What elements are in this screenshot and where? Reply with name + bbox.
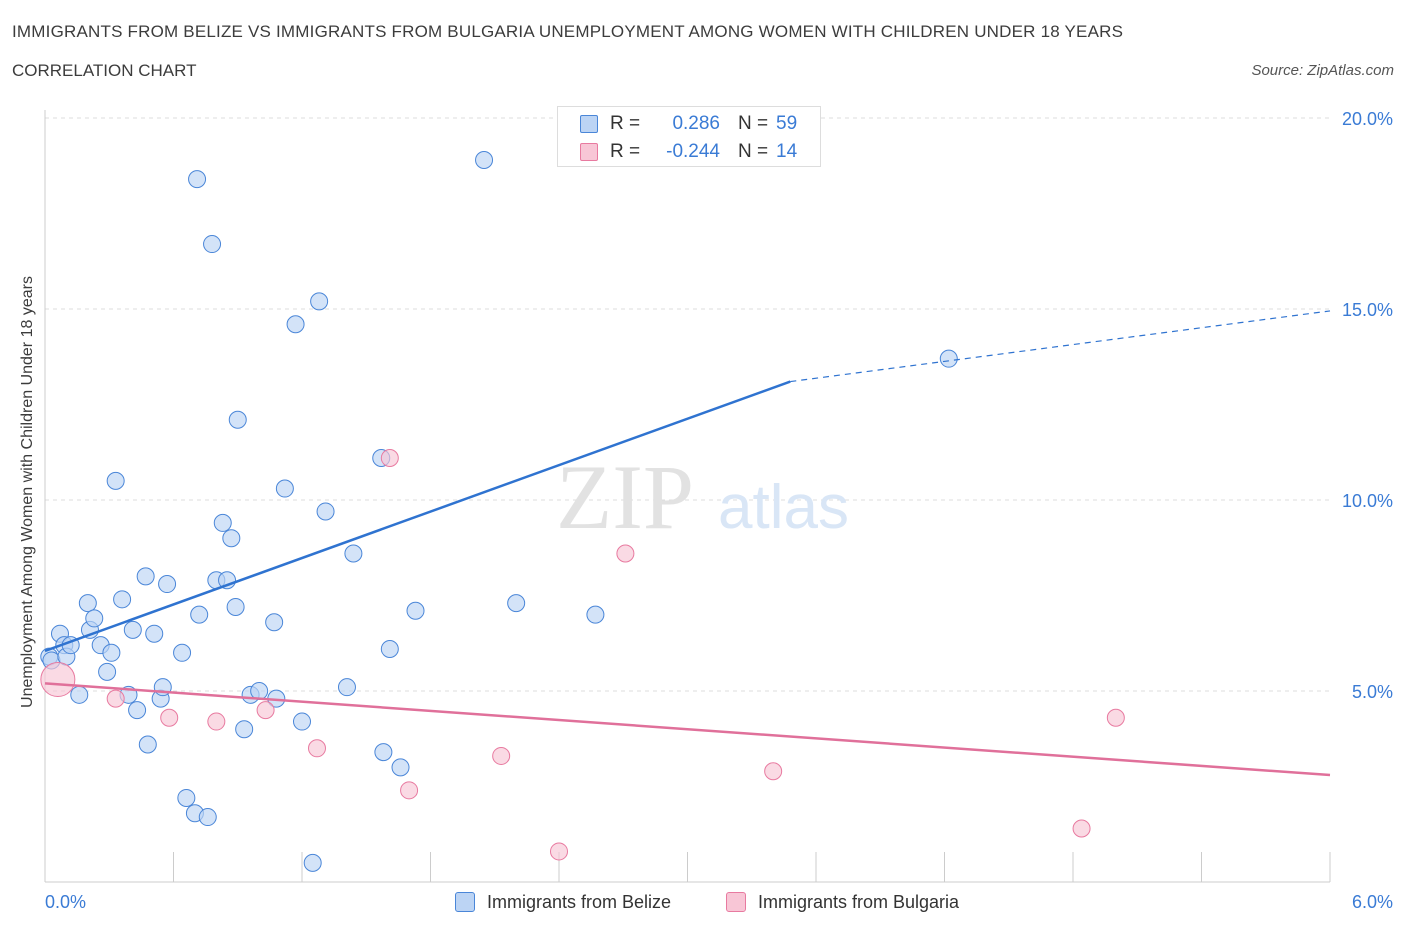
belize-point bbox=[190, 605, 209, 624]
belize-point bbox=[226, 597, 245, 616]
belize-point bbox=[158, 575, 177, 594]
y-tick-label: 5.0% bbox=[1352, 682, 1393, 702]
belize-point bbox=[203, 235, 222, 254]
belize-trend-extension bbox=[790, 310, 1331, 383]
legend-n-label: N = bbox=[738, 113, 769, 134]
x-tick-label: 0.0% bbox=[45, 892, 86, 912]
bulgaria-point bbox=[256, 701, 275, 720]
legend-r-value: 0.286 bbox=[672, 113, 720, 134]
bottom-legend-bulgaria: Immigrants from Bulgaria bbox=[726, 890, 959, 914]
legend-row-bulgaria: R = -0.244 N = 14 bbox=[580, 141, 797, 163]
belize-point bbox=[507, 594, 526, 613]
belize-point bbox=[406, 601, 425, 620]
belize-point bbox=[286, 315, 305, 334]
belize-point bbox=[128, 701, 147, 720]
belize-point bbox=[106, 471, 125, 490]
bulgaria-point bbox=[380, 448, 399, 467]
belize-point bbox=[344, 544, 363, 563]
bulgaria-point bbox=[207, 712, 226, 731]
bulgaria-point bbox=[616, 544, 635, 563]
chart-subtitle: CORRELATION CHART bbox=[12, 61, 197, 80]
belize-point bbox=[98, 662, 117, 681]
legend-r-label: R = bbox=[610, 113, 641, 134]
legend-n-value: 59 bbox=[776, 113, 798, 134]
bottom-legend-label-bulgaria: Immigrants from Bulgaria bbox=[758, 891, 960, 912]
watermark-atlas: atlas bbox=[718, 473, 849, 542]
belize-point bbox=[316, 502, 335, 521]
belize-point bbox=[145, 624, 164, 643]
bulgaria-point bbox=[160, 708, 179, 727]
belize-point bbox=[85, 609, 104, 628]
bulgaria-point bbox=[550, 842, 568, 861]
bulgaria-points bbox=[40, 448, 1125, 861]
belize-point bbox=[275, 479, 294, 498]
belize-point bbox=[222, 529, 241, 548]
legend-swatch-belize bbox=[580, 115, 598, 133]
bottom-legend-swatch-belize bbox=[455, 892, 475, 912]
belize-point bbox=[337, 678, 356, 697]
legend-r-value: -0.244 bbox=[666, 141, 720, 162]
bulgaria-point bbox=[492, 746, 511, 765]
belize-point bbox=[586, 605, 605, 624]
legend-n-label: N = bbox=[738, 141, 769, 162]
belize-point bbox=[78, 594, 97, 613]
belize-point bbox=[138, 735, 157, 754]
belize-trend-line bbox=[44, 380, 791, 653]
belize-point bbox=[177, 788, 196, 807]
source-label: Source: ZipAtlas.com bbox=[1251, 62, 1394, 79]
belize-point bbox=[374, 743, 393, 762]
belize-point bbox=[123, 620, 142, 639]
bulgaria-point bbox=[106, 689, 125, 708]
legend-r-label: R = bbox=[610, 141, 641, 162]
bulgaria-point bbox=[307, 739, 326, 758]
belize-point bbox=[250, 682, 269, 700]
correlation-legend: R = 0.286 N = 59 R = -0.244 N = 14 bbox=[557, 106, 821, 167]
legend-row-belize: R = 0.286 N = 59 bbox=[580, 113, 797, 135]
belize-point bbox=[102, 643, 121, 662]
watermark-zip: ZIP bbox=[556, 446, 694, 548]
y-axis-label: Unemployment Among Women with Children U… bbox=[19, 276, 36, 708]
y-tick-labels: 5.0% 10.0% 15.0% 20.0% bbox=[1342, 109, 1393, 702]
legend-n-value: 14 bbox=[776, 141, 798, 162]
belize-point bbox=[136, 567, 155, 586]
belize-point bbox=[475, 151, 494, 170]
belize-point bbox=[113, 590, 132, 609]
belize-point bbox=[293, 712, 311, 731]
bulgaria-point bbox=[400, 781, 419, 800]
belize-point bbox=[380, 639, 399, 658]
x-tick-label: 6.0% bbox=[1352, 892, 1393, 912]
belize-point bbox=[265, 613, 284, 632]
bottom-legend-swatch-bulgaria bbox=[726, 892, 746, 912]
bulgaria-point bbox=[1072, 819, 1091, 838]
bulgaria-point bbox=[764, 762, 783, 781]
bulgaria-point bbox=[40, 662, 76, 698]
belize-point bbox=[235, 720, 254, 739]
y-tick-label: 10.0% bbox=[1342, 491, 1393, 511]
belize-point bbox=[939, 349, 958, 368]
bottom-legend-belize: Immigrants from Belize bbox=[455, 890, 671, 914]
legend-swatch-bulgaria bbox=[580, 143, 598, 161]
y-tick-label: 15.0% bbox=[1342, 300, 1393, 320]
axes bbox=[44, 110, 1331, 883]
belize-point bbox=[188, 170, 207, 189]
belize-point bbox=[303, 853, 322, 872]
x-tick-labels: 0.0% 6.0% bbox=[45, 892, 1393, 912]
belize-point bbox=[228, 410, 247, 429]
bulgaria-trend-line bbox=[44, 682, 1331, 777]
trend-lines bbox=[44, 310, 1331, 777]
belize-point bbox=[391, 758, 410, 777]
belize-point bbox=[198, 808, 217, 827]
watermark: ZIP atlas bbox=[556, 446, 849, 548]
belize-point bbox=[213, 513, 232, 532]
bottom-legend-label-belize: Immigrants from Belize bbox=[487, 891, 672, 912]
belize-point bbox=[70, 685, 89, 704]
y-tick-label: 20.0% bbox=[1342, 109, 1393, 129]
belize-point bbox=[310, 292, 329, 311]
bulgaria-point bbox=[1106, 708, 1125, 727]
belize-point bbox=[173, 643, 192, 662]
chart-title: IMMIGRANTS FROM BELIZE VS IMMIGRANTS FRO… bbox=[12, 22, 1124, 41]
